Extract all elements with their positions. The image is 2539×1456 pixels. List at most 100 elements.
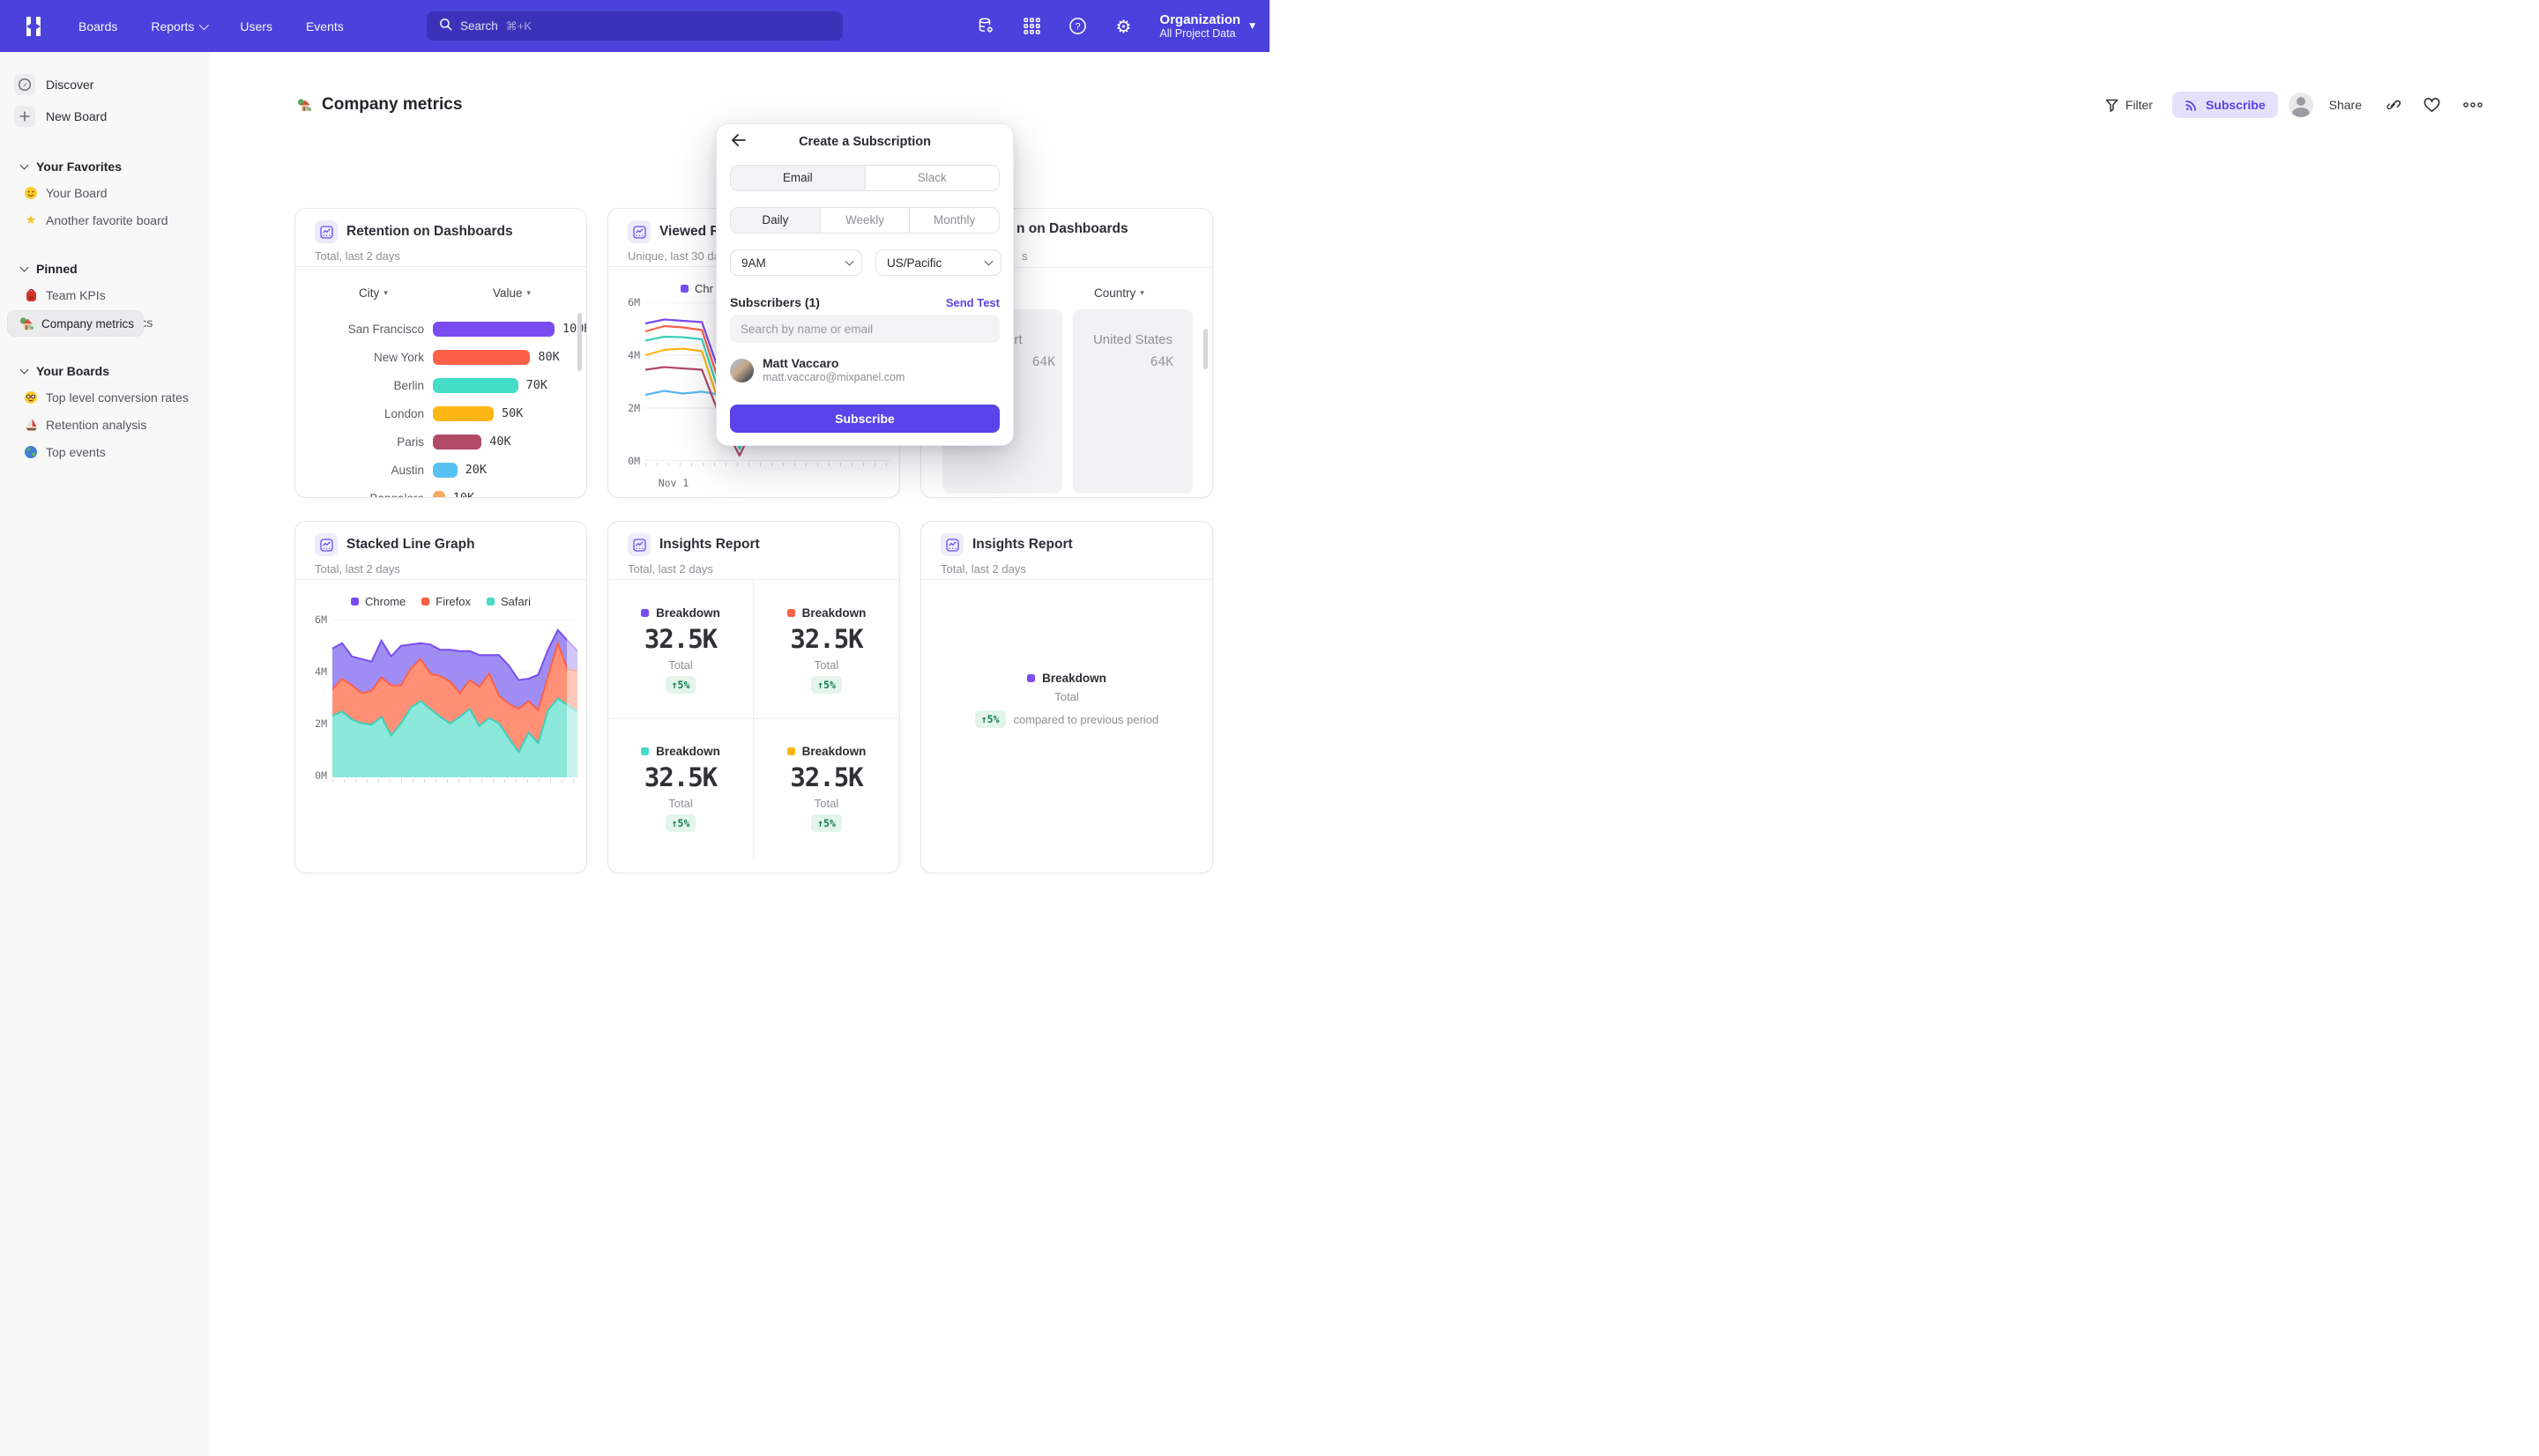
back-button[interactable] bbox=[731, 134, 747, 150]
legend-item-safari[interactable]: Safari bbox=[487, 595, 531, 608]
search-icon bbox=[439, 18, 452, 35]
column-header-value[interactable]: Value ▾ bbox=[493, 286, 532, 300]
mixpanel-logo-icon[interactable] bbox=[24, 16, 43, 37]
subscriber-search-input[interactable] bbox=[730, 315, 1000, 343]
card-subtitle: Unique, last 30 da bbox=[628, 249, 720, 263]
copy-link-button[interactable] bbox=[2385, 97, 2401, 113]
tab-daily[interactable]: Daily bbox=[731, 208, 820, 233]
card-insights-report-single: Insights Report Total, last 2 days Break… bbox=[920, 521, 1213, 873]
user-avatar[interactable] bbox=[2288, 93, 2313, 117]
modal-subscribe-button[interactable]: Subscribe bbox=[730, 405, 1000, 433]
nav-item-reports[interactable]: Reports bbox=[151, 19, 210, 33]
insight-tile-2[interactable]: Breakdown 32.5K Total ↑5% bbox=[754, 581, 899, 719]
card-title-fragment[interactable]: n on Dashboards bbox=[1016, 221, 1128, 236]
rss-icon bbox=[2185, 100, 2196, 111]
chevron-down-icon bbox=[19, 263, 29, 272]
card-title[interactable]: Viewed Re bbox=[659, 224, 728, 239]
chevron-down-icon bbox=[845, 256, 854, 266]
heart-icon bbox=[2424, 97, 2440, 112]
sailboat-icon bbox=[23, 417, 39, 433]
legend-item[interactable]: Chr bbox=[681, 282, 713, 295]
sidebar-item-your-board[interactable]: Your Board bbox=[7, 180, 203, 206]
nav-item-users[interactable]: Users bbox=[240, 19, 272, 33]
table-cell-united-states[interactable]: United States 64K bbox=[1073, 309, 1193, 494]
sidebar-section-your-favorites[interactable]: Your Favorites bbox=[0, 154, 210, 179]
table-row-new-york[interactable]: New York 80K bbox=[373, 349, 560, 365]
share-button[interactable]: Share bbox=[2328, 98, 2362, 112]
table-row-austin[interactable]: Austin 20K bbox=[391, 462, 487, 478]
scrollbar[interactable] bbox=[577, 313, 582, 371]
nav-item-events[interactable]: Events bbox=[305, 19, 344, 33]
send-test-link[interactable]: Send Test bbox=[945, 296, 1000, 309]
nav-item-boards[interactable]: Boards bbox=[78, 19, 118, 33]
card-title[interactable]: Insights Report bbox=[972, 537, 1073, 552]
settings-gear-icon[interactable]: ⚙ bbox=[1115, 15, 1132, 37]
favorite-button[interactable] bbox=[2424, 97, 2440, 113]
smiley-icon bbox=[23, 185, 39, 201]
ellipsis-icon bbox=[2463, 102, 2483, 108]
apps-grid-icon[interactable] bbox=[1022, 17, 1041, 36]
sidebar-section-pinned[interactable]: Pinned bbox=[0, 256, 210, 281]
report-chart-icon bbox=[628, 220, 651, 243]
org-project-switcher[interactable]: Organization All Project Data ▼ bbox=[1159, 12, 1255, 41]
sidebar-item-company-metrics[interactable]: Company metrics bbox=[7, 310, 145, 337]
table-row-london[interactable]: London 50K bbox=[383, 405, 524, 421]
series-color-swatch bbox=[641, 608, 650, 617]
tab-email[interactable]: Email bbox=[731, 166, 865, 190]
plus-icon bbox=[14, 106, 35, 127]
search-shortcut: ⌘+K bbox=[505, 19, 532, 33]
tab-monthly[interactable]: Monthly bbox=[909, 208, 999, 233]
delta-badge: ↑5% bbox=[811, 675, 842, 694]
card-subtitle-fragment: s bbox=[1022, 249, 1028, 263]
backpack-icon bbox=[23, 287, 39, 303]
sidebar-item-team-kpis[interactable]: Team KPIs bbox=[7, 282, 203, 308]
legend-item-firefox[interactable]: Firefox bbox=[421, 595, 471, 608]
star-icon: ★ bbox=[25, 213, 37, 227]
filter-button[interactable]: Filter bbox=[2105, 98, 2153, 112]
insight-tile-4[interactable]: Breakdown 32.5K Total ↑5% bbox=[754, 719, 899, 858]
card-title[interactable]: Stacked Line Graph bbox=[346, 537, 475, 552]
more-options-button[interactable] bbox=[2463, 102, 2483, 108]
sidebar-item-top-events[interactable]: Top events bbox=[7, 439, 203, 465]
chevron-down-icon bbox=[984, 256, 994, 266]
scrollbar[interactable] bbox=[1203, 329, 1208, 369]
table-row-paris[interactable]: Paris 40K bbox=[397, 434, 511, 449]
sidebar-discover[interactable]: Discover bbox=[7, 70, 203, 100]
delta-badge: ↑5% bbox=[811, 814, 842, 832]
time-select[interactable]: 9AM bbox=[730, 249, 862, 276]
table-row-berlin[interactable]: Berlin 70K bbox=[393, 377, 547, 393]
column-header-country[interactable]: Country ▾ bbox=[1094, 286, 1144, 300]
tab-weekly[interactable]: Weekly bbox=[819, 208, 910, 233]
series-color-swatch bbox=[641, 747, 650, 755]
card-title[interactable]: Retention on Dashboards bbox=[346, 224, 513, 239]
search-input[interactable]: Search ⌘+K bbox=[427, 11, 843, 41]
sidebar-item-another-favorite-board[interactable]: ★ Another favorite board bbox=[7, 207, 203, 234]
sidebar-new-board[interactable]: New Board bbox=[7, 101, 203, 131]
delta-badge: ↑5% bbox=[665, 675, 696, 694]
house-icon bbox=[19, 316, 34, 331]
help-icon[interactable]: ? bbox=[1068, 17, 1087, 36]
stacked-area-chart[interactable] bbox=[332, 620, 577, 777]
sidebar-item-top-level-conversion-rates[interactable]: Top level conversion rates bbox=[7, 384, 203, 411]
series-color-swatch bbox=[786, 608, 795, 617]
sidebar-section-your-boards[interactable]: Your Boards bbox=[0, 359, 210, 383]
tab-slack[interactable]: Slack bbox=[864, 166, 1000, 190]
card-title[interactable]: Insights Report bbox=[659, 537, 760, 552]
subscriber-row[interactable]: Matt Vaccaro matt.vaccaro@mixpanel.com bbox=[730, 356, 905, 384]
modal-title: Create a Subscription bbox=[799, 135, 931, 149]
chevron-down-icon: ▼ bbox=[1249, 21, 1255, 31]
data-management-icon[interactable] bbox=[976, 17, 995, 36]
column-header-city[interactable]: City ▾ bbox=[359, 286, 388, 300]
breakdown-legend[interactable]: Breakdown bbox=[1027, 672, 1106, 685]
table-row-bangalore[interactable]: Bangalore 10K bbox=[316, 484, 574, 497]
subscribe-button[interactable]: Subscribe bbox=[2171, 92, 2278, 118]
insight-tile-1[interactable]: Breakdown 32.5K Total ↑5% bbox=[608, 581, 754, 719]
sidebar: Discover New Board Your Favorites Your Boa… bbox=[0, 52, 210, 1456]
sidebar-item-retention-analysis[interactable]: Retention analysis bbox=[7, 412, 203, 438]
project-name: All Project Data bbox=[1159, 26, 1236, 40]
table-row-san-francisco[interactable]: San Francisco100K bbox=[347, 321, 586, 337]
insight-tile-3[interactable]: Breakdown 32.5K Total ↑5% bbox=[608, 719, 754, 858]
timezone-select[interactable]: US/Pacific bbox=[875, 249, 1001, 276]
card-subtitle: Total, last 2 days bbox=[628, 562, 713, 576]
legend-item-chrome[interactable]: Chrome bbox=[351, 595, 406, 608]
